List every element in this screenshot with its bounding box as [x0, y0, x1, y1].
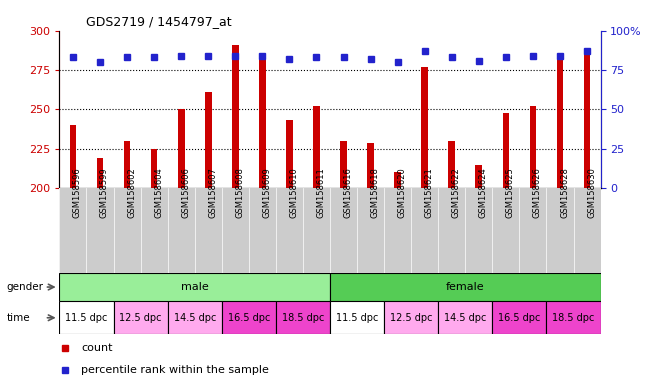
Bar [421, 67, 428, 188]
Text: GSM158602: GSM158602 [127, 167, 136, 218]
Bar [475, 165, 482, 188]
Bar [556, 55, 564, 188]
Text: count: count [81, 343, 113, 353]
Text: GSM158608: GSM158608 [236, 167, 244, 218]
Bar [114, 301, 168, 334]
Text: GSM158609: GSM158609 [263, 167, 271, 218]
Bar [96, 158, 104, 188]
Text: GSM158604: GSM158604 [154, 167, 163, 218]
Bar [232, 45, 239, 188]
Text: GSM158596: GSM158596 [73, 167, 82, 218]
Text: GSM158620: GSM158620 [397, 167, 407, 218]
Text: GSM158607: GSM158607 [209, 167, 217, 218]
Bar [529, 106, 537, 188]
Bar [438, 301, 492, 334]
Bar [276, 301, 330, 334]
Text: gender: gender [7, 282, 44, 292]
Text: male: male [181, 282, 209, 292]
Bar [367, 142, 374, 188]
Bar [123, 141, 131, 188]
Text: GSM158616: GSM158616 [344, 167, 352, 218]
Bar [59, 301, 114, 334]
Text: 18.5 dpc: 18.5 dpc [552, 313, 595, 323]
Text: 14.5 dpc: 14.5 dpc [174, 313, 216, 323]
Bar [546, 301, 601, 334]
Bar [178, 109, 185, 188]
Text: GSM158630: GSM158630 [587, 167, 596, 218]
Text: GSM158606: GSM158606 [181, 167, 190, 218]
Text: GSM158625: GSM158625 [506, 167, 515, 218]
Bar [330, 273, 601, 301]
Text: GDS2719 / 1454797_at: GDS2719 / 1454797_at [86, 15, 232, 28]
Text: GSM158624: GSM158624 [479, 167, 488, 218]
Text: GSM158628: GSM158628 [560, 167, 569, 218]
Text: 16.5 dpc: 16.5 dpc [228, 313, 270, 323]
Text: 12.5 dpc: 12.5 dpc [390, 313, 432, 323]
Bar [313, 106, 320, 188]
Bar [502, 113, 510, 188]
Bar [222, 301, 276, 334]
Bar [583, 50, 591, 188]
Text: GSM158611: GSM158611 [317, 167, 325, 218]
Text: GSM158622: GSM158622 [452, 167, 461, 218]
Text: 11.5 dpc: 11.5 dpc [65, 313, 108, 323]
Bar [384, 301, 438, 334]
Bar [448, 141, 455, 188]
Bar [69, 125, 77, 188]
Text: 14.5 dpc: 14.5 dpc [444, 313, 486, 323]
Bar [394, 172, 401, 188]
Bar [330, 301, 384, 334]
Bar [59, 273, 330, 301]
Bar [286, 121, 293, 188]
Text: GSM158621: GSM158621 [425, 167, 434, 218]
Text: time: time [7, 313, 30, 323]
Text: GSM158626: GSM158626 [533, 167, 542, 218]
Text: 18.5 dpc: 18.5 dpc [282, 313, 324, 323]
Text: GSM158599: GSM158599 [100, 167, 109, 218]
Bar [150, 149, 158, 188]
Text: GSM158610: GSM158610 [290, 167, 298, 218]
Text: percentile rank within the sample: percentile rank within the sample [81, 365, 269, 375]
Text: 11.5 dpc: 11.5 dpc [336, 313, 378, 323]
Text: GSM158618: GSM158618 [371, 167, 379, 218]
Bar [492, 301, 546, 334]
Bar [205, 92, 212, 188]
Bar [340, 141, 347, 188]
Text: female: female [446, 282, 484, 292]
Bar [168, 301, 222, 334]
Text: 12.5 dpc: 12.5 dpc [119, 313, 162, 323]
Text: 16.5 dpc: 16.5 dpc [498, 313, 541, 323]
Bar [259, 55, 266, 188]
